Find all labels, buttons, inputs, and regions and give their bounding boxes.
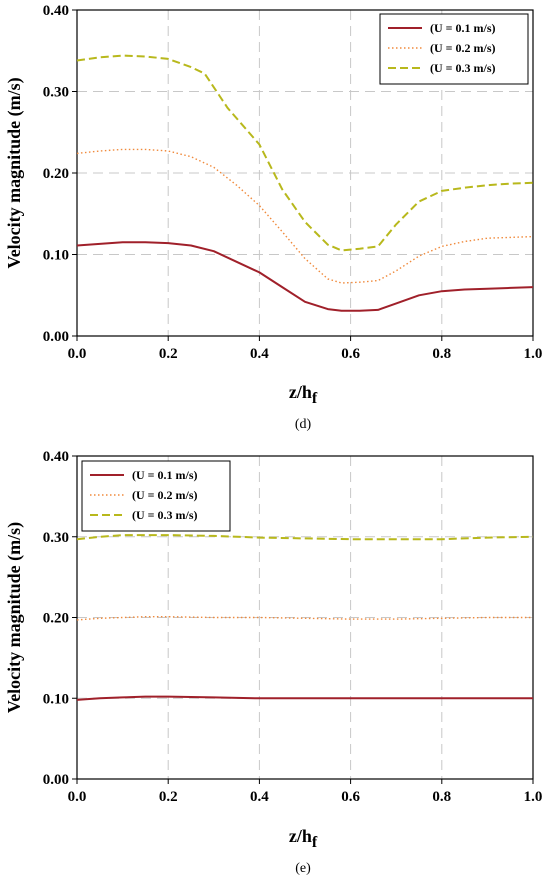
series-line-1 [76,695,533,701]
y-tick-label: 0.10 [43,691,69,707]
legend-label: (U = 0.2 m/s) [132,488,198,502]
series-line-3 [76,534,534,541]
panel-label: (e) [295,861,311,876]
x-axis-title: z/hf [289,382,318,407]
x-tick-label: 0.2 [159,789,178,805]
legend: (U = 0.1 m/s) (U = 0.2 m/s) (U = 0.3 m/s) [81,460,231,532]
x-tick-label: 0.6 [341,346,360,362]
legend-label: (U = 0.1 m/s) [430,21,496,35]
y-axis-title: Velocity magnitude (m/s) [4,77,25,268]
series-line-2 [76,148,534,284]
legend: (U = 0.1 m/s) (U = 0.2 m/s) (U = 0.3 m/s) [379,13,529,85]
legend-box [81,460,231,532]
legend-label: (U = 0.1 m/s) [132,468,198,482]
panel-label: (d) [295,417,312,432]
x-tick-label: 0.6 [341,789,360,805]
series-line-2 [76,616,533,621]
x-axis-title: z/hf [289,826,318,851]
y-tick-label: 0.20 [43,166,69,182]
y-tick-label: 0.30 [43,85,69,101]
x-tick-label: 1.0 [524,789,543,805]
y-tick-label: 0.20 [43,611,69,627]
x-tick-label: 1.0 [524,346,543,362]
x-tick-label: 0.8 [432,789,451,805]
y-axis-title: Velocity magnitude (m/s) [4,522,25,713]
legend-box [379,13,529,85]
legend-label: (U = 0.2 m/s) [430,41,496,55]
y-tick-label: 0.40 [43,3,69,19]
y-tick-label: 0.00 [43,329,69,345]
series-line-3 [76,54,534,252]
series-line-1 [76,241,534,312]
x-tick-label: 0.0 [68,346,87,362]
legend-label: (U = 0.3 m/s) [132,508,198,522]
legend-label: (U = 0.3 m/s) [430,61,496,75]
x-tick-label: 0.2 [159,346,178,362]
y-tick-label: 0.40 [43,449,69,465]
x-tick-label: 0.4 [250,789,269,805]
y-tick-label: 0.30 [43,530,69,546]
x-tick-label: 0.0 [68,789,87,805]
chart-panel-e: 0.0 0.2 0.4 0.6 0.8 1.0 0.00 0.10 0.20 0.30 0.40 Ve… [4,449,542,876]
chart-panel-d: 0.0 0.2 0.4 0.6 0.8 1.0 0.00 0.10 0.20 0.30 0.40 Ve… [4,3,542,432]
x-tick-label: 0.4 [250,346,269,362]
x-tick-label: 0.8 [432,346,451,362]
y-tick-label: 0.10 [43,248,69,264]
y-tick-label: 0.00 [43,772,69,788]
